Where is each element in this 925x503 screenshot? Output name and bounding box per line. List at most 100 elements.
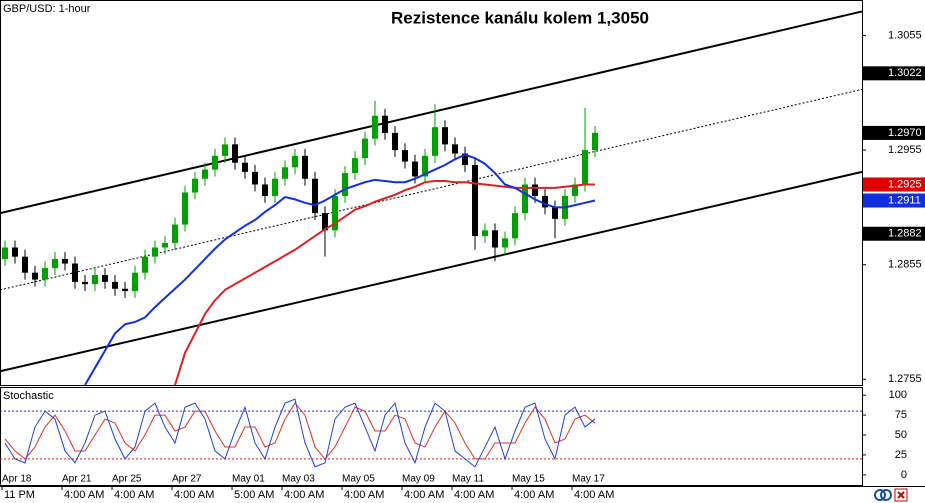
link-icon[interactable] xyxy=(874,489,886,501)
candle-body xyxy=(192,178,198,193)
candle-body xyxy=(482,230,488,237)
candle-body xyxy=(322,213,328,231)
candle-body xyxy=(522,184,528,214)
candle-body xyxy=(42,268,48,280)
candle-body xyxy=(412,161,418,177)
candle-body xyxy=(292,155,298,168)
candle-body xyxy=(142,256,148,273)
x-date-label: Apr 18 xyxy=(2,474,32,485)
stoch-tick-label: 25 xyxy=(895,449,907,461)
candle-body xyxy=(262,184,268,196)
x-date-label: Apr 25 xyxy=(112,474,142,485)
candle-body xyxy=(32,272,38,280)
price-marker-label: 1.2882 xyxy=(888,228,922,240)
candle-body xyxy=(592,132,598,151)
candle-body xyxy=(342,173,348,196)
candle-body xyxy=(102,275,108,282)
price-marker xyxy=(863,66,925,81)
plot: 1.3055 1.2955 1.2855 1.2755 100 75 50 25 0 Apr 18… xyxy=(0,10,925,501)
stoch-tick-label: 0 xyxy=(901,469,907,481)
x-date-label: May 01 xyxy=(232,474,265,485)
main-panel xyxy=(0,0,863,386)
candle-body xyxy=(282,167,288,179)
close-cross xyxy=(897,491,905,499)
candle-body xyxy=(502,238,508,248)
x-time-label: 4:00 AM xyxy=(174,489,214,501)
candle-body xyxy=(372,115,378,139)
price-marker-label: 1.3022 xyxy=(888,67,922,79)
candle-body xyxy=(362,138,368,159)
x-time-label: 4:00 AM xyxy=(344,489,384,501)
candle-body xyxy=(582,150,588,185)
toolbar-icons[interactable] xyxy=(874,488,908,502)
x-time-label: 4:00 AM xyxy=(114,489,154,501)
candle-body xyxy=(442,127,448,145)
candle-body xyxy=(302,155,308,179)
x-time-label: 4:00 AM xyxy=(574,489,614,501)
stoch-k xyxy=(4,398,596,468)
candle-body xyxy=(272,178,278,196)
channel-middle xyxy=(0,88,863,291)
candle-body xyxy=(572,184,578,196)
stoch-tick-label: 100 xyxy=(889,389,907,401)
symbol-label: GBP/USD: 1-hour xyxy=(3,3,91,15)
candle-body xyxy=(152,247,158,257)
candle-body xyxy=(542,195,548,208)
x-date-label: Apr 27 xyxy=(172,474,202,485)
x-date-label: May 15 xyxy=(512,474,545,485)
candle-body xyxy=(162,242,168,248)
candle-body xyxy=(402,150,408,162)
x-time-label: 4:00 AM xyxy=(64,489,104,501)
y-tick-label: 1.2955 xyxy=(888,144,922,156)
y-tick-label: 1.2855 xyxy=(888,259,922,271)
indicator-panel xyxy=(0,387,863,486)
x-time-label: 5:00 AM xyxy=(234,489,274,501)
ma-slow xyxy=(174,180,595,386)
symbol-box xyxy=(1,1,97,16)
x-time-label: 4:00 AM xyxy=(514,489,554,501)
price-marker xyxy=(863,177,925,192)
candle-body xyxy=(392,132,398,151)
close-icon[interactable] xyxy=(894,488,908,502)
x-date-label: Apr 21 xyxy=(62,474,92,485)
candle-body xyxy=(182,192,188,225)
candle-body xyxy=(172,224,178,243)
x-time-label: 11 PM xyxy=(4,489,35,501)
candle-body xyxy=(222,144,228,156)
candle-body xyxy=(22,256,28,273)
candle-body xyxy=(2,247,8,259)
candle-body xyxy=(462,153,468,165)
ma-fast xyxy=(84,153,596,386)
candle-body xyxy=(332,195,338,231)
price-marker xyxy=(863,226,925,241)
candle-body xyxy=(472,165,478,237)
y-tick-label: 1.2755 xyxy=(888,373,922,385)
y-tick-label: 1.3055 xyxy=(888,29,922,41)
candle-body xyxy=(432,127,438,156)
price-marker-label: 1.2925 xyxy=(888,178,922,190)
candle-body xyxy=(312,178,318,214)
x-time-label: 4:00 AM xyxy=(404,489,444,501)
price-marker xyxy=(863,193,925,208)
candle-body xyxy=(122,288,128,292)
candle-body xyxy=(202,169,208,179)
indicator-label: Stochastic xyxy=(3,390,54,402)
candle-body xyxy=(132,272,138,292)
candle-body xyxy=(352,158,358,174)
candle-body xyxy=(92,275,98,285)
channel-upper xyxy=(0,10,863,215)
candle-body xyxy=(112,281,118,289)
candle-body xyxy=(452,144,458,154)
candle-body xyxy=(382,115,388,133)
stoch-tick-label: 75 xyxy=(895,409,907,421)
x-date-label: May 17 xyxy=(572,474,605,485)
price-marker-label: 1.2970 xyxy=(888,127,922,139)
indicator-box xyxy=(1,389,57,403)
price-marker-label: 1.2911 xyxy=(888,194,921,206)
x-time-label: 4:00 AM xyxy=(284,489,324,501)
x-date-label: May 09 xyxy=(402,474,435,485)
candle-body xyxy=(212,155,218,170)
x-date-label: May 03 xyxy=(282,474,315,485)
